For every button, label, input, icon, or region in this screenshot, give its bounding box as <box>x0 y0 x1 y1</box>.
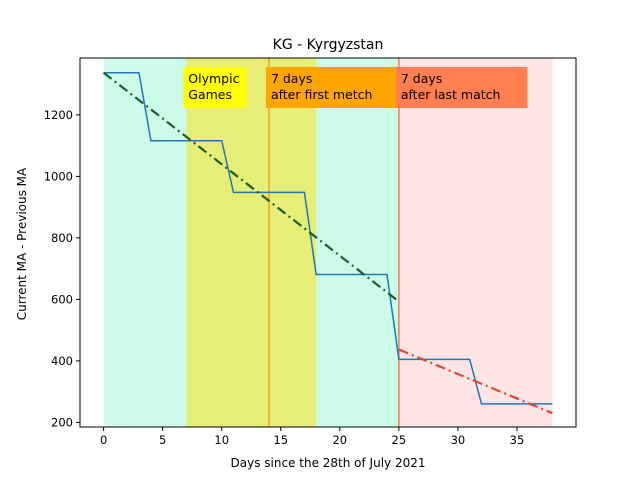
annotation-box <box>183 67 247 108</box>
y-tick-label: 800 <box>51 231 73 245</box>
data-series <box>102 71 553 415</box>
x-tick-label: 20 <box>332 433 347 447</box>
y-tick-label: 1200 <box>44 108 73 122</box>
x-tick-label: 25 <box>392 433 407 447</box>
shaded-region-3 <box>398 58 553 427</box>
y-axis-label: Current MA - Previous MA <box>15 167 29 320</box>
annotation-text: after last match <box>401 87 501 102</box>
x-tick-label: 30 <box>451 433 466 447</box>
reference-lines <box>268 58 400 427</box>
x-axis-label: Days since the 28th of July 2021 <box>231 456 426 470</box>
annotation-text: Games <box>188 87 232 102</box>
annotation-box <box>395 67 528 108</box>
x-tick-label: 5 <box>159 433 166 447</box>
annotation-text: 7 days <box>271 71 312 86</box>
shaded-region-2 <box>316 58 399 427</box>
annotation-box <box>265 67 406 108</box>
y-axis-ticks: 200 400 600 800 1000 1200 <box>44 108 80 429</box>
x-tick-label: 35 <box>510 433 525 447</box>
annotation-text: Olympic <box>188 71 239 86</box>
y-tick-label: 1000 <box>44 169 73 183</box>
x-tick-label: 10 <box>214 433 229 447</box>
y-tick-label: 600 <box>51 292 73 306</box>
y-tick-label: 200 <box>51 415 73 429</box>
x-tick-label: 15 <box>273 433 288 447</box>
shaded-region-1 <box>186 58 317 427</box>
chart-title: KG - Kyrgyzstan <box>273 37 384 53</box>
annotation-text: 7 days <box>401 71 442 86</box>
x-axis-ticks: 0 5 10 15 20 25 30 35 <box>100 427 524 447</box>
x-tick-label: 0 <box>100 433 107 447</box>
y-tick-label: 400 <box>51 354 73 368</box>
trend-line-1 <box>102 71 400 303</box>
trend-line-2 <box>398 348 553 415</box>
shaded-region-0 <box>103 58 187 427</box>
shaded-periods <box>103 58 553 427</box>
annotation-text: after first metch <box>271 87 373 102</box>
plot-frame <box>79 57 577 428</box>
